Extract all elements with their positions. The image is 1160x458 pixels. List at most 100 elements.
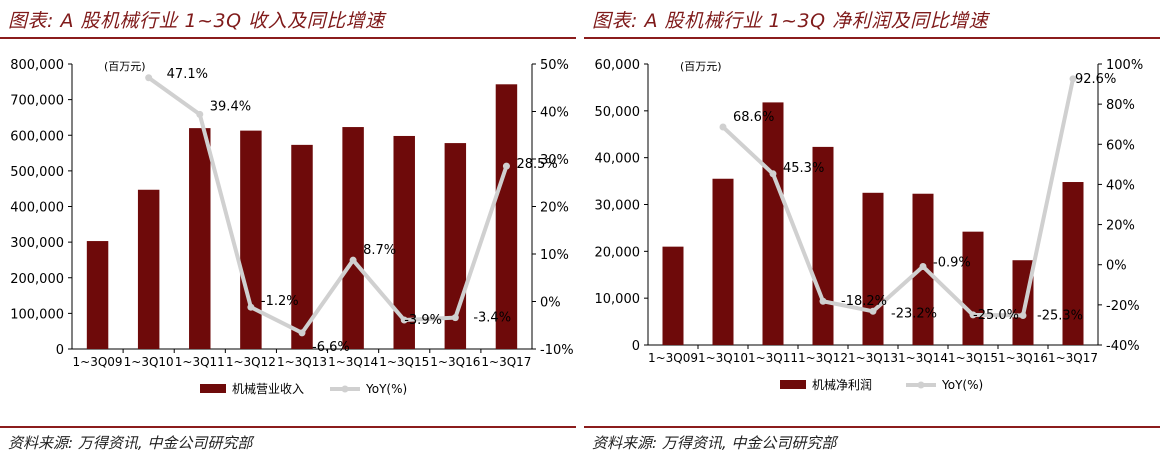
x-tick-label: 1~3Q10 <box>698 351 748 365</box>
legend-line-label: YoY(%) <box>365 382 407 396</box>
y-left-tick-label: 60,000 <box>595 58 641 73</box>
revenue-chart: 0 100,000 200,000 300,000 400,000 500,000 600,… <box>10 58 574 396</box>
x-tick-label: 1~3Q16 <box>998 351 1048 365</box>
source-note: 资料来源: 万得资讯, 中金公司研究部 <box>8 434 253 452</box>
y-left-tick-label: 500,000 <box>10 165 64 180</box>
y-left-tick-label: 300,000 <box>10 236 64 251</box>
y-left-tick-label: 20,000 <box>595 245 641 260</box>
yoy-data-label: 28.5% <box>516 157 557 172</box>
revenue-chart-panel: 图表: A 股机械行业 1~3Q 收入及同比增速 0 100,000 200,000… <box>0 0 576 458</box>
x-tick-label: 1~3Q13 <box>848 351 898 365</box>
bar <box>291 144 313 349</box>
y-left-tick-label: 0 <box>56 343 64 358</box>
yoy-point <box>1019 311 1027 319</box>
yoy-data-label: -23.2% <box>891 306 937 321</box>
x-tick-label: 1~3Q14 <box>328 355 378 369</box>
unit-label: (百万元) <box>680 60 722 73</box>
yoy-data-label: 39.4% <box>210 99 251 114</box>
x-tick-label: 1~3Q09 <box>648 351 698 365</box>
y-left-tick-label: 200,000 <box>10 272 64 287</box>
y-left-tick-label: 700,000 <box>10 94 64 109</box>
bar <box>86 241 109 349</box>
bar <box>812 146 834 345</box>
y-right-tick-label: 40% <box>540 106 569 121</box>
yoy-data-label: -25.0% <box>973 308 1019 323</box>
yoy-data-label: 45.3% <box>783 161 824 176</box>
y-left-tick-label: 40,000 <box>595 152 641 167</box>
legend-line-marker <box>917 381 925 389</box>
yoy-point <box>400 316 408 324</box>
y-left-tick-label: 30,000 <box>595 199 641 214</box>
yoy-data-label: 8.7% <box>363 243 396 258</box>
yoy-point <box>349 256 357 264</box>
title-rule <box>584 37 1160 39</box>
y-right-tick-label: 60% <box>1106 138 1135 153</box>
bar <box>393 135 415 349</box>
chart-title: 图表: A 股机械行业 1~3Q 收入及同比增速 <box>8 10 385 32</box>
x-tick-label: 1~3Q12 <box>226 355 276 369</box>
yoy-point <box>502 162 510 170</box>
yoy-line <box>147 76 509 335</box>
yoy-point <box>969 311 977 319</box>
source-note: 资料来源: 万得资讯, 中金公司研究部 <box>592 434 837 452</box>
bar <box>137 189 160 349</box>
x-tick-label: 1~3Q10 <box>124 355 174 369</box>
legend-bar-swatch <box>780 380 806 389</box>
yoy-point <box>1069 75 1077 83</box>
x-tick-label: 1~3Q15 <box>948 351 998 365</box>
yoy-data-label: -0.9% <box>933 256 971 271</box>
bar <box>712 178 734 345</box>
legend-bar-swatch <box>200 384 226 393</box>
x-tick-label: 1~3Q17 <box>1048 351 1098 365</box>
x-tick-label: 1~3Q17 <box>481 355 531 369</box>
yoy-data-label: -3.4% <box>473 311 511 326</box>
yoy-data-label: 92.6% <box>1075 72 1116 87</box>
bar <box>240 130 262 349</box>
yoy-point <box>819 297 827 305</box>
bar <box>962 231 984 345</box>
source-rule <box>0 426 576 428</box>
legend-line-label: YoY(%) <box>941 378 983 392</box>
yoy-point <box>196 110 204 118</box>
y-right-tick-label: -10% <box>540 343 574 358</box>
y-right-tick-label: 100% <box>1106 58 1143 73</box>
y-left-tick-label: 0 <box>632 339 640 354</box>
yoy-data-label: -6.6% <box>312 340 350 355</box>
x-tick-label: 1~3Q15 <box>379 355 429 369</box>
yoy-point <box>769 170 777 178</box>
bar <box>862 192 884 345</box>
x-tick-label: 1~3Q13 <box>277 355 327 369</box>
y-right-tick-label: 50% <box>540 58 569 73</box>
y-right-tick-label: -40% <box>1106 339 1140 354</box>
y-left-tick-label: 100,000 <box>10 307 64 322</box>
y-right-tick-label: 40% <box>1106 178 1135 193</box>
legend-bar-label: 机械净利润 <box>812 377 872 392</box>
legend-line-marker <box>341 385 349 393</box>
y-right-tick-label: 80% <box>1106 98 1135 113</box>
y-right-tick-label: 20% <box>1106 219 1135 234</box>
unit-label: (百万元) <box>104 60 146 73</box>
bar <box>1062 182 1084 345</box>
y-left-tick-label: 800,000 <box>10 58 64 73</box>
yoy-data-label: 47.1% <box>167 67 208 82</box>
title-rule <box>0 37 576 39</box>
source-rule <box>584 426 1160 428</box>
x-tick-label: 1~3Q16 <box>430 355 480 369</box>
bar <box>662 246 684 345</box>
y-right-tick-label: 0% <box>1106 259 1127 274</box>
y-left-tick-label: 50,000 <box>595 105 641 120</box>
yoy-data-label: 68.6% <box>733 110 774 125</box>
yoy-point <box>869 307 877 315</box>
y-left-tick-label: 400,000 <box>10 201 64 216</box>
yoy-point <box>247 303 255 311</box>
x-tick-label: 1~3Q11 <box>748 351 798 365</box>
bar <box>762 102 784 345</box>
x-tick-label: 1~3Q14 <box>898 351 948 365</box>
net-profit-chart-panel: 图表: A 股机械行业 1~3Q 净利润及同比增速 0 10,000 20,000 3… <box>584 0 1160 458</box>
y-right-tick-label: 30% <box>540 153 569 168</box>
yoy-point <box>145 74 153 82</box>
x-tick-label: 1~3Q12 <box>798 351 848 365</box>
chart-title: 图表: A 股机械行业 1~3Q 净利润及同比增速 <box>592 10 989 32</box>
yoy-data-label: -25.3% <box>1037 308 1083 323</box>
bar <box>189 128 211 349</box>
